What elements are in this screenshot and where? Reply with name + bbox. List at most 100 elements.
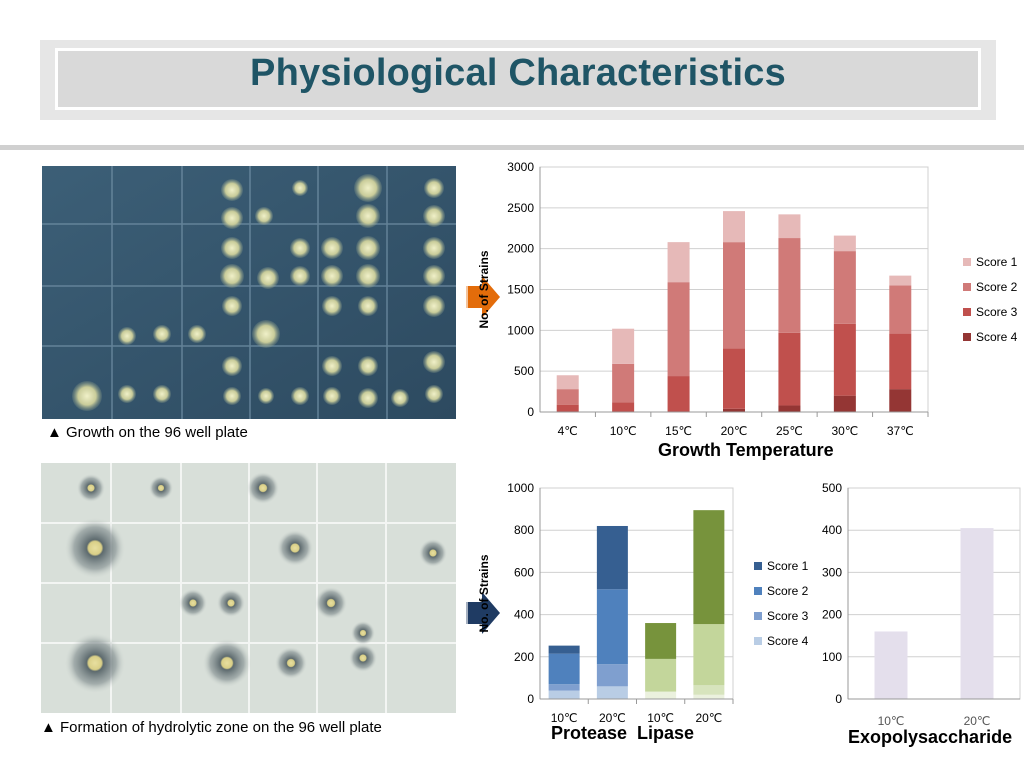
right-arrow-icon-navy [466, 592, 500, 634]
bar [960, 528, 994, 699]
bar-segment [833, 395, 856, 412]
x-tick-label: 20℃ [721, 424, 748, 438]
bar-segment [693, 685, 725, 695]
legend-label: Score 4 [767, 634, 809, 648]
growth-chart-title: Growth Temperature [658, 440, 834, 460]
legend-swatch [963, 258, 971, 266]
bar-segment [693, 624, 725, 686]
enzyme-chart-title: Protease Lipase [551, 723, 695, 743]
x-tick-label: 10℃ [551, 711, 578, 725]
legend-swatch [754, 562, 762, 570]
y-axis-title: No. of Strains [477, 250, 491, 328]
bar-segment [667, 242, 690, 283]
x-tick-label: 10℃ [878, 714, 905, 728]
legend-label: Score 2 [767, 584, 809, 598]
bar-segment [548, 653, 580, 685]
x-tick-label: 37℃ [887, 424, 914, 438]
y-tick-label: 0 [835, 692, 842, 706]
y-tick-label: 0 [527, 405, 534, 419]
bar-segment [693, 510, 725, 625]
bar-segment [833, 235, 856, 252]
bar-segment [548, 645, 580, 654]
legend-swatch [963, 308, 971, 316]
y-tick-label: 1000 [507, 481, 534, 495]
y-tick-label: 1000 [507, 323, 534, 337]
bar-segment [723, 211, 745, 243]
protease-lipase-chart: 0 200 400 600 800 1000 No. of Strains 10℃ 20℃ 10℃… [477, 481, 809, 725]
bar-segment [596, 525, 628, 590]
x-tick-label: 30℃ [831, 424, 858, 438]
y-axis-title: No. of Strains [477, 554, 491, 632]
x-tick-label: 10℃ [647, 711, 674, 725]
bar-segment [889, 333, 912, 390]
plate2-caption: ▲ Formation of hydrolytic zone on the 96… [41, 719, 382, 736]
bar-segment [556, 389, 579, 405]
y-tick-label: 200 [822, 608, 842, 622]
y-tick-label: 3000 [507, 160, 534, 174]
y-tick-label: 500 [514, 364, 534, 378]
y-tick-label: 100 [822, 650, 842, 664]
legend-label: Score 1 [976, 255, 1018, 269]
exopolysaccharide-chart: 0 100 200 300 400 500 10℃ 20℃ [822, 481, 1021, 728]
y-tick-label: 600 [514, 565, 534, 579]
divider [0, 145, 1024, 150]
growth-plate-photo [42, 166, 456, 419]
y-tick-label: 500 [822, 481, 842, 495]
bar-segment [889, 275, 912, 286]
y-tick-label: 200 [514, 650, 534, 664]
bar-segment [596, 686, 628, 699]
bar-segment [889, 389, 912, 412]
y-tick-label: 400 [822, 523, 842, 537]
y-tick-label: 2500 [507, 201, 534, 215]
bar-segment [548, 690, 580, 699]
legend-label: Score 3 [976, 305, 1018, 319]
page-title: Physiological Characteristics [250, 52, 786, 94]
legend-label: Score 1 [767, 559, 809, 573]
bar-segment [778, 405, 801, 412]
bar-segment [723, 408, 745, 412]
bar-segment [723, 348, 745, 409]
bar-segment [556, 404, 579, 412]
y-tick-label: 2000 [507, 242, 534, 256]
x-tick-label: 20℃ [599, 711, 626, 725]
x-tick-label: 20℃ [964, 714, 991, 728]
right-arrow-icon-orange [466, 276, 500, 318]
y-tick-label: 300 [822, 565, 842, 579]
bar-segment [596, 589, 628, 665]
bar-segment [667, 376, 690, 412]
x-tick-label: 10℃ [610, 424, 637, 438]
title-box [55, 48, 981, 110]
bar-segment [645, 623, 677, 659]
bar-segment [667, 282, 690, 377]
bar-segment [778, 332, 801, 406]
legend-label: Score 3 [767, 609, 809, 623]
bar-segment [548, 684, 580, 691]
bar-segment [778, 214, 801, 239]
legend-swatch [754, 587, 762, 595]
bar-segment [778, 238, 801, 333]
bar-segment [612, 328, 635, 364]
hydrolytic-plate-photo [41, 463, 456, 713]
legend-label: Score 2 [976, 280, 1018, 294]
bar-segment [889, 285, 912, 334]
legend-swatch [963, 283, 971, 291]
y-tick-label: 1500 [507, 283, 534, 297]
y-tick-label: 0 [527, 692, 534, 706]
x-tick-label: 4℃ [558, 424, 578, 438]
legend-swatch [754, 637, 762, 645]
plate1-caption: ▲ Growth on the 96 well plate [47, 424, 248, 441]
y-tick-label: 400 [514, 608, 534, 622]
bar-segment [833, 323, 856, 396]
bar-segment [612, 363, 635, 403]
legend-swatch [754, 612, 762, 620]
plot-area [847, 487, 1021, 700]
y-tick-label: 800 [514, 523, 534, 537]
bar-segment [833, 251, 856, 324]
bar-segment [645, 691, 677, 699]
growth-temperature-chart: 0 500 1000 1500 2000 2500 3000 No. of Strains 4℃… [477, 160, 1018, 438]
bar-segment [723, 242, 745, 349]
x-tick-label: 20℃ [695, 711, 722, 725]
bar-segment [612, 402, 635, 412]
eps-chart-title: Exopolysaccharide [848, 727, 1013, 747]
bar-segment [556, 375, 579, 390]
